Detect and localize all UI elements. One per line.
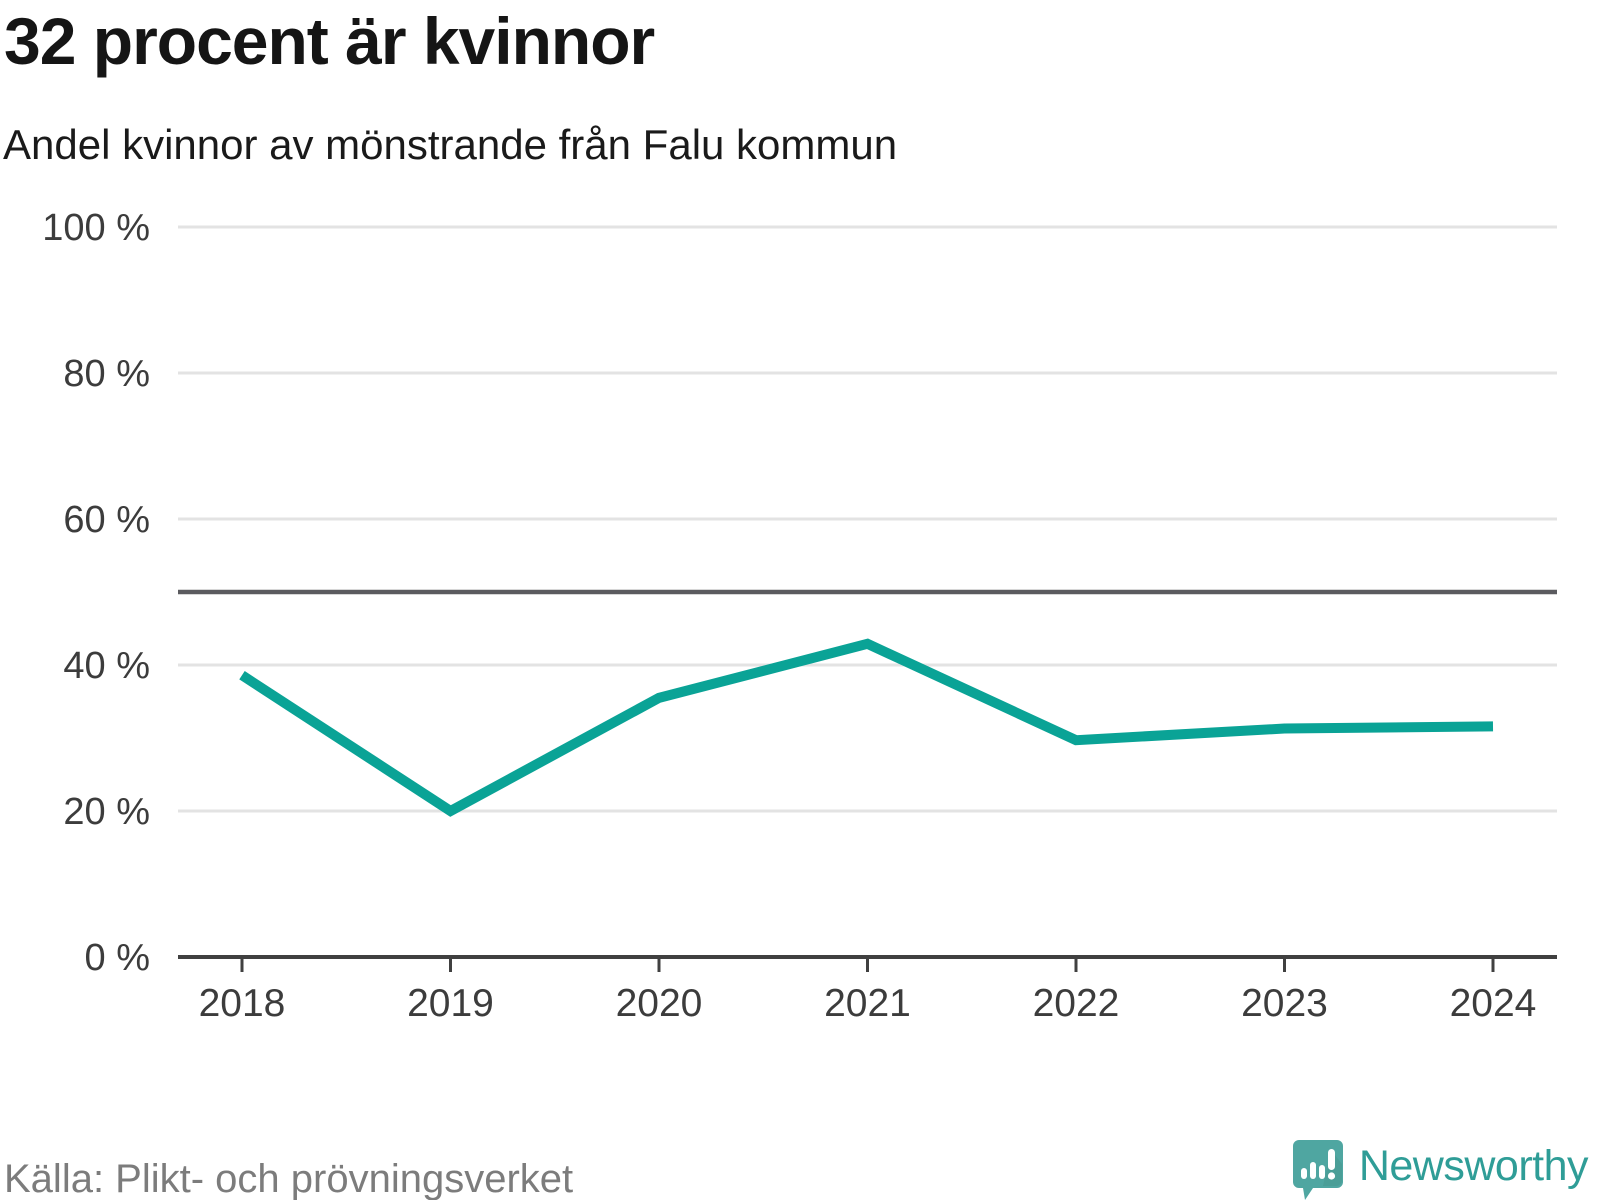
x-axis-label: 2023 [1241,982,1328,1025]
x-axis-label: 2022 [1033,982,1120,1025]
y-axis-label: 0 % [85,937,150,979]
x-axis-label: 2021 [824,982,911,1025]
chart-title: 32 procent är kvinnor [4,4,655,78]
chart-subtitle: Andel kvinnor av mönstrande från Falu ko… [3,121,898,168]
y-axis-label: 40 % [63,645,150,687]
x-axis-label: 2024 [1450,982,1537,1025]
y-axis-label: 100 % [42,207,150,249]
source-note: Källa: Plikt- och prövningsverket [4,1157,574,1200]
newsworthy-wordmark: Newsworthy [1358,1142,1589,1190]
x-axis-label: 2020 [616,982,703,1025]
y-axis-label: 80 % [63,353,150,395]
speech-bubble-bar-chart-icon [1292,1140,1343,1200]
y-axis-label: 60 % [63,499,150,541]
data-line [239,638,1494,817]
newsworthy-logo: Newsworthy [1292,1138,1589,1200]
x-axis-label: 2018 [199,982,286,1025]
y-axis-label: 20 % [63,791,150,833]
x-axis-label: 2019 [407,982,494,1025]
